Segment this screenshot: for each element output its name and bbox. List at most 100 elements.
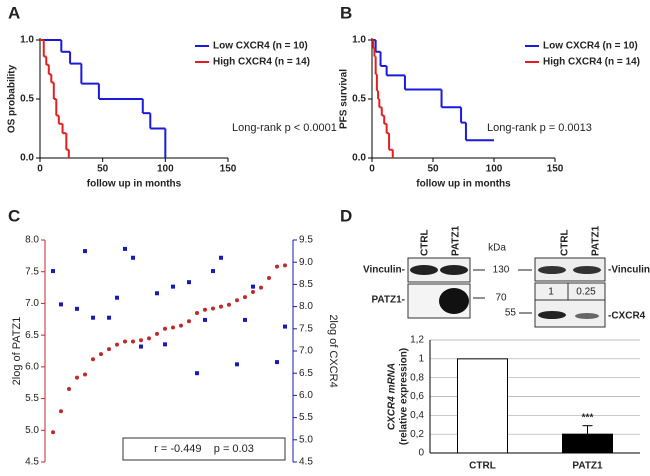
y2-tick-label: 7.0 [299, 346, 313, 357]
point [123, 246, 127, 251]
point [75, 306, 79, 311]
point [195, 371, 199, 376]
band [573, 266, 601, 274]
y-tick-label: 0,4 [410, 410, 424, 421]
y-tick-label: 1,2 [410, 335, 424, 346]
point [203, 307, 207, 312]
point [203, 317, 207, 322]
significance: *** [582, 412, 594, 423]
blot-label: -Vinculin [608, 265, 650, 276]
point [147, 336, 151, 341]
blot-panel [534, 257, 606, 282]
panel-label: B [340, 3, 352, 22]
point [275, 360, 279, 365]
bar [457, 358, 508, 454]
point [59, 302, 63, 307]
x-axis-label: follow up in months [416, 179, 511, 190]
y-tick-label: 0.0 [352, 153, 366, 164]
x-tick-label: 0 [37, 164, 43, 175]
blot-label: -CXCR4 [608, 311, 646, 322]
point [227, 302, 231, 307]
lane-label: CTRL [560, 229, 571, 256]
legend-label: High CXCR4 (n = 14) [543, 57, 640, 68]
annotation: Long-rank p = 0.0013 [487, 122, 592, 134]
point [219, 304, 223, 309]
point [235, 298, 239, 303]
y-tick-label: 0,8 [410, 372, 424, 383]
point [219, 255, 223, 260]
y2-tick-label: 5.0 [299, 434, 313, 445]
quant-label: 1 [548, 287, 554, 298]
marker-label: 70 [495, 293, 507, 304]
y-tick-label: 0,2 [410, 429, 424, 440]
point [187, 319, 191, 324]
x-tick-label: 50 [427, 164, 439, 175]
point [107, 347, 111, 352]
y-tick-label: 8.0 [25, 235, 39, 246]
y-tick-label: 1.0 [20, 35, 34, 46]
point [59, 409, 63, 414]
band [439, 288, 469, 314]
annotation: r = -0.449 p = 0.03 [154, 443, 254, 455]
point [83, 249, 87, 254]
y-tick-label: 5.5 [25, 393, 39, 404]
x-tick-label: 0 [369, 164, 375, 175]
band [575, 313, 599, 319]
y2-tick-label: 5.5 [299, 412, 313, 423]
point [99, 352, 103, 357]
y2-axis-label: 2log of CXCR4 [327, 314, 339, 387]
x-tick-label: PATZ1 [572, 461, 603, 472]
lane-label: CTRL [420, 229, 431, 256]
point [195, 310, 199, 315]
point [171, 284, 175, 289]
legend-label: Low CXCR4 (n = 10) [543, 41, 638, 52]
point [235, 362, 239, 367]
point [155, 331, 159, 336]
bar [562, 433, 613, 454]
y-tick-label: 6.0 [25, 361, 39, 372]
point [155, 291, 159, 296]
blot-label: PATZ1- [371, 295, 405, 306]
marker-label: 55 [505, 308, 517, 319]
y-tick-label: 4.5 [25, 457, 39, 468]
point [131, 339, 135, 344]
y-axis-label: 2log of PATZ1 [11, 317, 23, 386]
point [179, 323, 183, 328]
y2-tick-label: 7.5 [299, 323, 313, 334]
y2-tick-label: 8.0 [299, 301, 313, 312]
point [139, 344, 143, 349]
unit-label: kDa [488, 243, 506, 254]
point [91, 357, 95, 362]
point [83, 372, 87, 377]
y-axis-label: OS probability [7, 64, 18, 133]
point [211, 269, 215, 274]
point [115, 295, 119, 300]
legend-label: Low CXCR4 (n = 10) [213, 41, 308, 52]
y2-tick-label: 9.5 [299, 235, 313, 246]
panel-label: A [8, 3, 20, 22]
panel-label: C [8, 206, 20, 225]
point [107, 315, 111, 320]
point [91, 315, 95, 320]
x-tick-label: 100 [486, 164, 503, 175]
point [275, 264, 279, 269]
point [123, 339, 127, 344]
point [251, 290, 255, 295]
lane-label: PATZ1 [591, 225, 602, 256]
y-tick-label: 1 [418, 353, 424, 364]
point [211, 306, 215, 311]
point [75, 375, 79, 380]
x-tick-label: 100 [157, 164, 174, 175]
y2-tick-label: 8.5 [299, 279, 313, 290]
point [163, 342, 167, 347]
point [171, 325, 175, 330]
point [243, 317, 247, 322]
point [51, 430, 55, 435]
y-tick-label: 0.5 [20, 94, 34, 105]
y-tick-label: 0 [418, 448, 424, 459]
point [283, 263, 287, 268]
x-axis-label: follow up in months [87, 179, 182, 190]
y-tick-label: 7.5 [25, 266, 39, 277]
lane-label: PATZ1 [451, 225, 462, 256]
